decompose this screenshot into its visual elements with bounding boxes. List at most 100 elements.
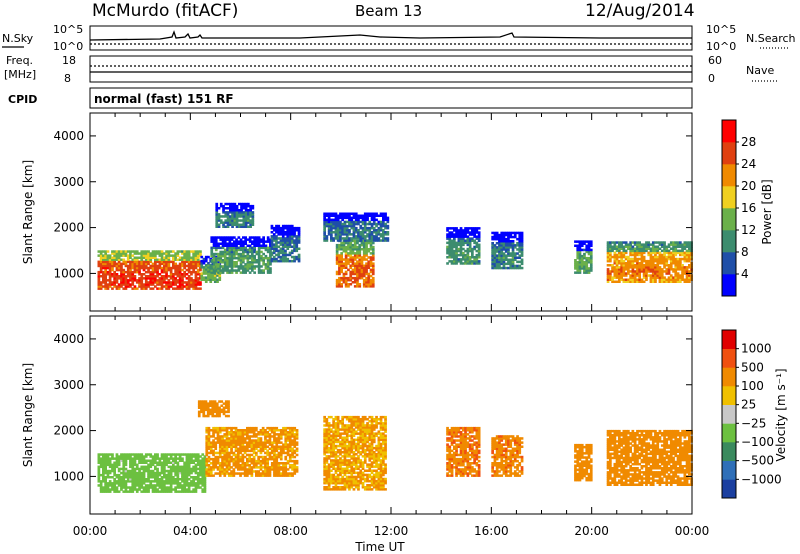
scatter-cell xyxy=(115,453,119,456)
scatter-cell xyxy=(277,231,281,234)
scatter-cell xyxy=(108,463,112,467)
scatter-cell xyxy=(350,224,354,228)
scatter-cell xyxy=(645,262,648,265)
scatter-cell xyxy=(206,406,210,409)
scatter-cell xyxy=(654,259,657,263)
scatter-cell xyxy=(108,266,112,270)
scatter-cell xyxy=(104,453,107,456)
scatter-cell xyxy=(124,490,128,493)
scatter-cell xyxy=(448,253,452,257)
scatter-cell xyxy=(113,283,116,286)
scatter-cell xyxy=(246,457,249,461)
scatter-cell xyxy=(273,451,276,455)
scatter-cell xyxy=(113,457,116,460)
scatter-cell xyxy=(215,219,219,222)
scatter-cell xyxy=(115,459,119,462)
scatter-cell xyxy=(167,490,171,493)
scatter-cell xyxy=(200,255,204,259)
power-colorbar-label: Power [dB] xyxy=(760,179,774,244)
scatter-cell xyxy=(142,459,146,462)
scatter-cell xyxy=(194,465,198,469)
scatter-cell xyxy=(446,229,449,232)
scatter-cell xyxy=(117,467,121,471)
scatter-cell xyxy=(234,439,238,442)
scatter-cell xyxy=(349,245,353,249)
scatter-cell xyxy=(459,237,463,240)
scatter-cell xyxy=(290,235,294,238)
scatter-cell xyxy=(183,453,186,456)
scatter-cell xyxy=(97,285,101,288)
scatter-cell xyxy=(102,488,105,491)
scatter-cell xyxy=(266,261,270,264)
scatter-cell xyxy=(131,476,135,479)
scatter-cell xyxy=(207,447,211,450)
scatter-cell xyxy=(615,262,619,265)
scatter-cell xyxy=(221,259,225,262)
scatter-cell xyxy=(169,270,173,274)
scatter-cell xyxy=(129,252,132,255)
scatter-cell xyxy=(108,277,112,280)
scatter-cell xyxy=(362,281,366,284)
scatter-cell xyxy=(457,243,461,247)
scatter-cell xyxy=(154,459,157,462)
scatter-cell xyxy=(244,246,247,250)
scatter-cell xyxy=(156,478,159,481)
scatter-cell xyxy=(218,439,222,442)
scatter-cell xyxy=(176,279,180,282)
scatter-cell xyxy=(244,267,247,270)
scatter-cell xyxy=(160,457,164,460)
scatter-cell xyxy=(365,281,368,284)
scatter-cell xyxy=(633,253,637,257)
scatter-cell xyxy=(284,429,288,432)
scatter-cell xyxy=(475,231,479,234)
scatter-cell xyxy=(149,254,153,257)
scatter-cell xyxy=(669,257,673,261)
scatter-cell xyxy=(357,222,360,226)
scatter-cell xyxy=(667,257,671,261)
scatter-cell xyxy=(295,226,299,230)
scatter-cell xyxy=(235,209,239,212)
scatter-cell xyxy=(239,449,242,453)
scatter-cell xyxy=(620,247,623,250)
scatter-cell xyxy=(360,243,364,247)
scatter-cell xyxy=(453,256,456,259)
scatter-cell xyxy=(286,239,290,242)
scatter-cell xyxy=(251,254,254,258)
scatter-cell xyxy=(264,472,267,475)
scatter-cell xyxy=(131,279,135,282)
scatter-cell xyxy=(498,266,501,270)
scatter-cell xyxy=(266,474,269,477)
scatter-cell xyxy=(192,250,195,253)
scatter-cell xyxy=(217,256,220,260)
scatter-cell xyxy=(234,433,238,436)
scatter-cell xyxy=(106,260,110,264)
scatter-cell xyxy=(343,224,347,228)
scatter-cell xyxy=(194,463,198,467)
scatter-cell xyxy=(241,449,245,453)
scatter-cell xyxy=(142,471,146,475)
scatter-cell xyxy=(201,480,205,483)
scatter-cell xyxy=(249,215,252,218)
scatter-cell xyxy=(133,455,137,458)
scatter-cell xyxy=(251,259,254,262)
scatter-cell xyxy=(516,264,519,268)
scatter-cell xyxy=(606,257,610,261)
scatter-cell xyxy=(111,482,114,485)
scatter-cell xyxy=(239,238,243,241)
scatter-cell xyxy=(126,258,130,261)
scatter-cell xyxy=(131,273,135,276)
scatter-cell xyxy=(288,441,292,444)
scatter-cell xyxy=(286,431,290,434)
scatter-cell xyxy=(140,283,144,286)
scatter-cell xyxy=(332,224,335,228)
scatter-cell xyxy=(158,277,162,280)
scatter-cell xyxy=(253,236,256,239)
scatter-cell xyxy=(275,224,278,228)
scatter-cell xyxy=(658,268,662,271)
scatter-cell xyxy=(129,469,132,473)
scatter-cell xyxy=(142,455,146,458)
scatter-cell xyxy=(235,248,238,252)
scatter-cell xyxy=(647,259,651,263)
scatter-cell xyxy=(375,214,378,217)
